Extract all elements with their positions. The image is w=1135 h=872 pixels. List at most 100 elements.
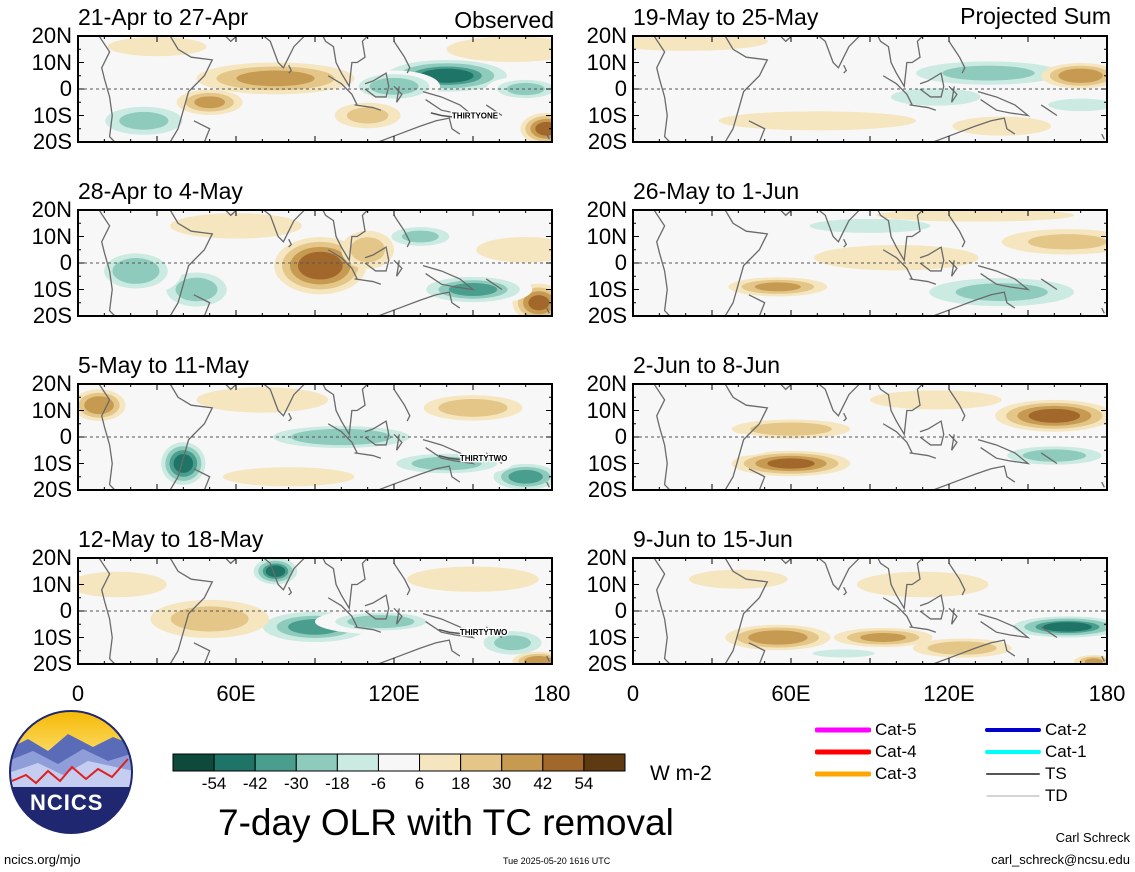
panel-title: 2-Jun to 8-Jun — [633, 352, 781, 378]
coastline — [780, 558, 793, 565]
coastline — [780, 36, 793, 43]
map-frame — [632, 557, 1108, 665]
coastline — [354, 104, 382, 111]
olr-anomaly — [1022, 449, 1087, 462]
lat-label: 0 — [59, 424, 72, 449]
coastline — [193, 294, 211, 316]
coastline — [262, 36, 369, 89]
olr-anomaly — [535, 121, 552, 136]
colorbar — [172, 753, 626, 772]
lat-label: 10N — [31, 571, 72, 597]
storm-track — [438, 454, 460, 461]
lat-label: 10S — [32, 450, 72, 476]
olr-anomaly — [754, 282, 801, 292]
coastline — [932, 291, 1016, 316]
tc-legend-swatch — [986, 795, 1040, 797]
map-frame — [77, 557, 553, 665]
olr-anomaly — [646, 255, 778, 282]
map-panel — [632, 35, 1108, 143]
colorbar-swatch — [254, 753, 297, 772]
olr-anomaly — [809, 218, 931, 233]
coastline — [98, 36, 116, 142]
map-panel — [632, 383, 1108, 491]
olr-anomaly — [528, 295, 550, 311]
map-panel: THIRTYTWO — [77, 557, 553, 665]
coastline — [288, 586, 293, 596]
coastline — [193, 642, 211, 664]
map-frame — [632, 209, 1108, 317]
coastline — [948, 40, 966, 74]
coastline — [1040, 452, 1058, 465]
colorbar-swatch — [501, 753, 544, 772]
coastline — [919, 420, 945, 446]
coastline — [393, 433, 403, 451]
coastline — [364, 246, 390, 272]
olr-anomaly — [217, 391, 308, 409]
olr-anomaly — [755, 632, 800, 643]
coastline — [327, 249, 358, 280]
lat-label: 0 — [59, 250, 72, 275]
coastline — [354, 278, 382, 285]
lat-label: 20N — [586, 197, 627, 222]
coastline — [780, 384, 793, 391]
coastline — [327, 75, 358, 106]
map-panel: THIRTYTWO — [77, 383, 553, 491]
panel-title: 28-Apr to 4-May — [78, 178, 243, 204]
coastline — [919, 594, 945, 620]
coastline — [909, 626, 937, 633]
olr-anomaly — [350, 237, 385, 263]
olr-anomaly — [236, 70, 315, 87]
lon-label: 60E — [216, 681, 256, 706]
coastline — [843, 238, 848, 248]
coastline — [1040, 626, 1058, 639]
figure-title: 7-day OLR with TC removal — [218, 802, 674, 843]
olr-anomaly — [812, 649, 875, 658]
coastline — [546, 307, 550, 314]
lon-label: 0 — [626, 681, 640, 706]
colorbar-tick-label: 54 — [574, 774, 594, 793]
olr-anomaly — [88, 398, 111, 412]
olr-anomaly — [246, 470, 331, 483]
lat-label: 20N — [31, 23, 72, 48]
email[interactable]: carl_schreck@ncsu.edu — [991, 852, 1130, 867]
panel-title: 19-May to 25-May — [633, 4, 819, 30]
coastline — [653, 210, 671, 316]
olr-anomaly — [942, 65, 1035, 81]
coastline — [653, 36, 671, 142]
coastline — [817, 36, 924, 89]
storm-label: THIRTYONE — [452, 112, 499, 121]
olr-anomaly — [346, 107, 389, 124]
lat-label: 10N — [586, 397, 627, 423]
coastline — [485, 452, 503, 465]
lat-label: 20S — [587, 651, 627, 676]
tc-legend-label: Cat-1 — [1045, 742, 1087, 761]
coastline — [546, 655, 550, 662]
coastline — [748, 642, 766, 664]
coastline — [882, 597, 913, 628]
storm-track — [430, 112, 453, 118]
olr-anomaly — [194, 96, 226, 109]
coastline — [977, 613, 1031, 639]
site-link[interactable]: ncics.org/mjo — [4, 852, 81, 867]
coastline — [364, 420, 390, 446]
coastline — [748, 468, 766, 490]
coastline — [225, 558, 238, 565]
map-frame — [77, 35, 553, 143]
coastline — [364, 72, 390, 98]
olr-anomaly — [1084, 658, 1104, 664]
olr-anomaly — [527, 657, 550, 664]
coastline — [1101, 481, 1105, 488]
tc-legend-swatch — [815, 727, 871, 733]
coastline — [932, 639, 1016, 664]
coastline — [882, 249, 913, 280]
map-panel — [632, 557, 1108, 665]
panel-title: 21-Apr to 27-Apr — [78, 4, 249, 30]
tc-legend-label: Cat-2 — [1045, 720, 1087, 739]
coastline — [546, 481, 550, 488]
olr-anomaly — [817, 473, 950, 486]
lat-label: 10N — [31, 49, 72, 75]
coastline — [393, 259, 403, 277]
coastline — [909, 104, 937, 111]
